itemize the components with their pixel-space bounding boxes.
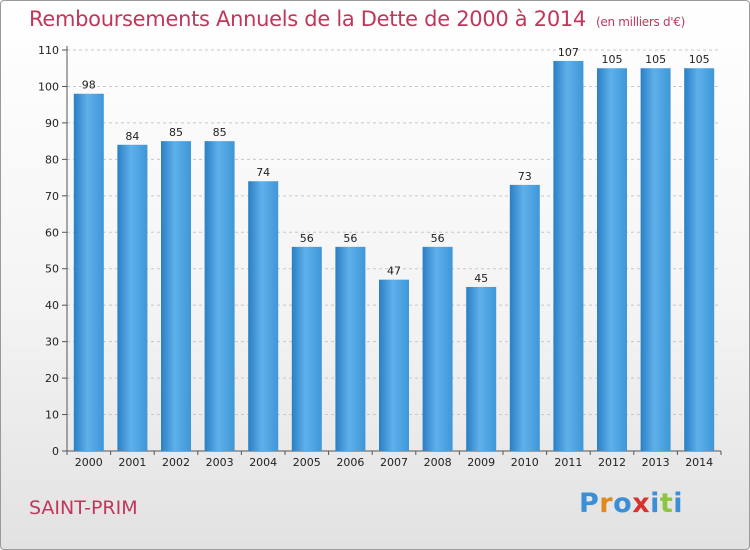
logo-letter: o: [613, 488, 633, 519]
bar-2009: [466, 286, 497, 451]
x-tick-label: 2004: [249, 456, 277, 469]
bar-2003: [204, 141, 235, 452]
bar-2012: [597, 68, 627, 452]
value-label: 56: [431, 232, 445, 245]
value-label: 107: [558, 46, 579, 59]
value-label: 98: [82, 79, 96, 92]
y-tick-label: 40: [45, 299, 59, 312]
x-tick-label: 2006: [336, 456, 364, 469]
x-tick-label: 2013: [642, 456, 670, 469]
bar-2004: [248, 181, 279, 451]
title-text: Remboursements Annuels de la Dette de 20…: [29, 7, 586, 31]
bar-2011: [553, 60, 584, 451]
logo-letter: t: [659, 488, 674, 519]
proxiti-logo: Proxiti: [579, 488, 683, 519]
x-tick-label: 2014: [685, 456, 713, 469]
y-tick-label: 0: [52, 445, 59, 458]
bar-2013: [640, 68, 671, 452]
value-label: 84: [125, 130, 139, 143]
value-label: 85: [169, 126, 183, 139]
logo-letter: x: [632, 488, 651, 519]
bar-2008: [422, 246, 453, 451]
bar-2005: [291, 246, 322, 451]
value-label: 105: [645, 53, 666, 66]
y-tick-label: 60: [45, 226, 59, 239]
x-tick-label: 2000: [75, 456, 103, 469]
x-tick-label: 2001: [118, 456, 146, 469]
y-tick-label: 90: [45, 117, 59, 130]
value-label: 74: [256, 166, 270, 179]
y-tick-label: 20: [45, 372, 59, 385]
value-label: 73: [518, 170, 532, 183]
logo-letter: r: [599, 488, 614, 519]
y-tick-label: 80: [45, 153, 59, 166]
x-tick-label: 2007: [380, 456, 408, 469]
y-tick-label: 10: [45, 409, 59, 422]
x-tick-label: 2003: [206, 456, 234, 469]
x-tick-label: 2005: [293, 456, 321, 469]
value-label: 56: [343, 232, 357, 245]
value-label: 47: [387, 265, 401, 278]
bar-2010: [509, 184, 540, 451]
x-tick-label: 2012: [598, 456, 626, 469]
logo-letter: P: [579, 488, 600, 519]
unit-label: (en milliers d'€): [596, 15, 686, 29]
bar-2014: [684, 68, 715, 452]
x-tick-label: 2002: [162, 456, 190, 469]
y-tick-label: 70: [45, 190, 59, 203]
y-tick-label: 30: [45, 336, 59, 349]
logo-letter: i: [673, 488, 684, 519]
x-tick-label: 2010: [511, 456, 539, 469]
chart-title: Remboursements Annuels de la Dette de 20…: [29, 7, 685, 31]
value-label: 56: [300, 232, 314, 245]
bar-2002: [161, 141, 191, 452]
x-tick-label: 2008: [424, 456, 452, 469]
logo-letter: i: [650, 488, 660, 519]
value-label: 105: [602, 53, 623, 66]
value-label: 45: [474, 272, 488, 285]
bar-2001: [117, 144, 148, 452]
y-tick-label: 50: [45, 263, 59, 276]
value-label: 85: [213, 126, 227, 139]
bar-2006: [335, 246, 366, 451]
place-name: SAINT-PRIM: [29, 497, 138, 519]
x-tick-label: 2011: [554, 456, 582, 469]
bar-2000: [73, 93, 104, 451]
y-tick-label: 110: [38, 44, 59, 57]
value-label: 105: [689, 53, 710, 66]
x-tick-label: 2009: [467, 456, 495, 469]
y-tick-label: 100: [38, 80, 59, 93]
bar-2007: [379, 279, 409, 451]
